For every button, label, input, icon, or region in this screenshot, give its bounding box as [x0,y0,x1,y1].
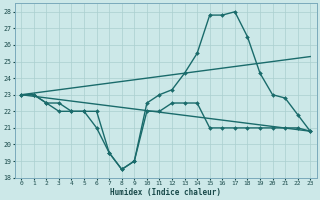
X-axis label: Humidex (Indice chaleur): Humidex (Indice chaleur) [110,188,221,197]
